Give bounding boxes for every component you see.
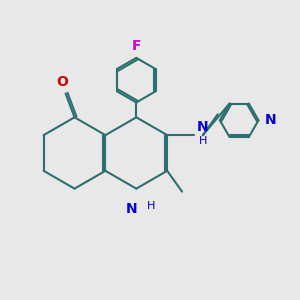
Text: O: O (57, 75, 69, 89)
Text: N: N (264, 113, 276, 127)
Text: F: F (132, 39, 141, 53)
Text: H: H (199, 136, 207, 146)
Text: N: N (197, 120, 209, 134)
Text: N: N (126, 202, 138, 216)
Text: H: H (147, 200, 155, 211)
